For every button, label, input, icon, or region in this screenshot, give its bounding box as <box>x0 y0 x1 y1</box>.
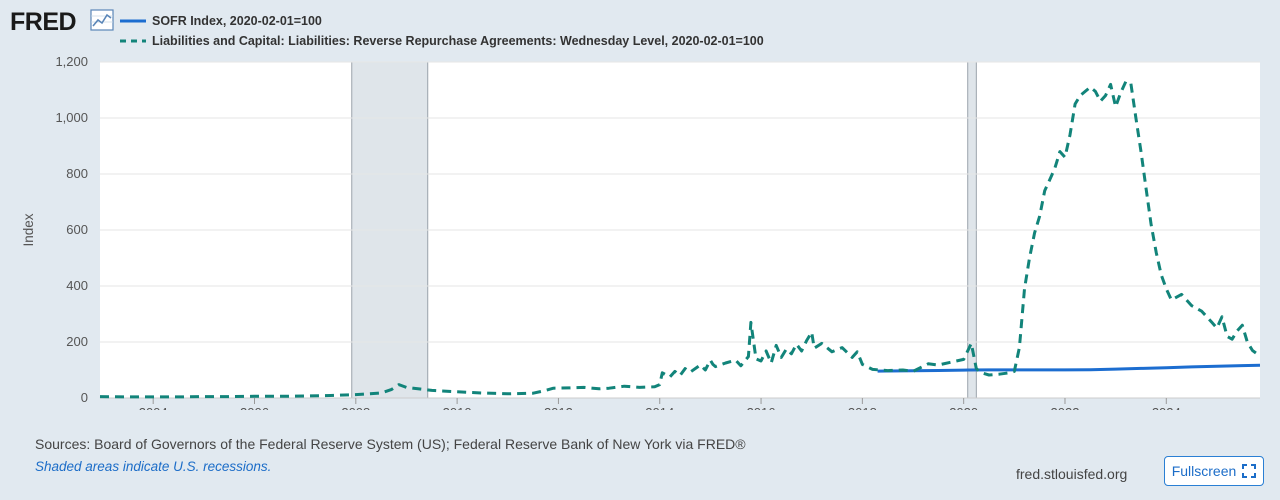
series-line-repo <box>99 80 1261 399</box>
legend-label-repo: Liabilities and Capital: Liabilities: Re… <box>152 34 764 48</box>
x-tick-label: 2018 <box>848 405 877 410</box>
x-tick-label: 2024 <box>1152 405 1181 410</box>
recession-note: Shaded areas indicate U.S. recessions. <box>35 459 272 474</box>
chart-header: FRED SOFR Index, 2020-02-01=100 Liabilit… <box>0 0 1280 50</box>
y-tick-label: 800 <box>66 166 88 181</box>
y-axis-title: Index <box>21 213 36 246</box>
x-tick-label: 2008 <box>341 405 370 410</box>
y-tick-label: 0 <box>81 390 88 405</box>
fred-url[interactable]: fred.stlouisfed.org <box>1016 466 1128 482</box>
x-tick-label: 2012 <box>544 405 573 410</box>
y-tick-label: 400 <box>66 278 88 293</box>
legend-swatch-dashed <box>120 39 146 43</box>
x-tick-label: 2020 <box>949 405 978 410</box>
y-tick-label: 1,000 <box>55 110 88 125</box>
x-tick-label: 2014 <box>645 405 674 410</box>
sources-note: Sources: Board of Governors of the Feder… <box>35 436 746 452</box>
x-tick-label: 2006 <box>240 405 269 410</box>
legend-swatch-solid <box>120 19 146 23</box>
fred-logo[interactable]: FRED <box>10 8 77 36</box>
x-tick-label: 2010 <box>443 405 472 410</box>
y-tick-label: 1,200 <box>55 54 88 69</box>
series-line-sofr <box>877 363 1261 373</box>
y-tick-label: 200 <box>66 334 88 349</box>
legend-item-repo[interactable]: Liabilities and Capital: Liabilities: Re… <box>120 31 764 51</box>
line-chart-icon <box>90 9 114 31</box>
y-tick-label: 600 <box>66 222 88 237</box>
x-tick-label: 2022 <box>1051 405 1080 410</box>
chart-legend: SOFR Index, 2020-02-01=100 Liabilities a… <box>120 11 764 51</box>
fullscreen-icon <box>1242 464 1257 478</box>
legend-item-sofr[interactable]: SOFR Index, 2020-02-01=100 <box>120 11 764 31</box>
x-tick-label: 2016 <box>747 405 776 410</box>
fullscreen-button[interactable]: Fullscreen <box>1164 456 1264 486</box>
legend-label-sofr: SOFR Index, 2020-02-01=100 <box>152 14 322 28</box>
fullscreen-label: Fullscreen <box>1171 463 1237 479</box>
